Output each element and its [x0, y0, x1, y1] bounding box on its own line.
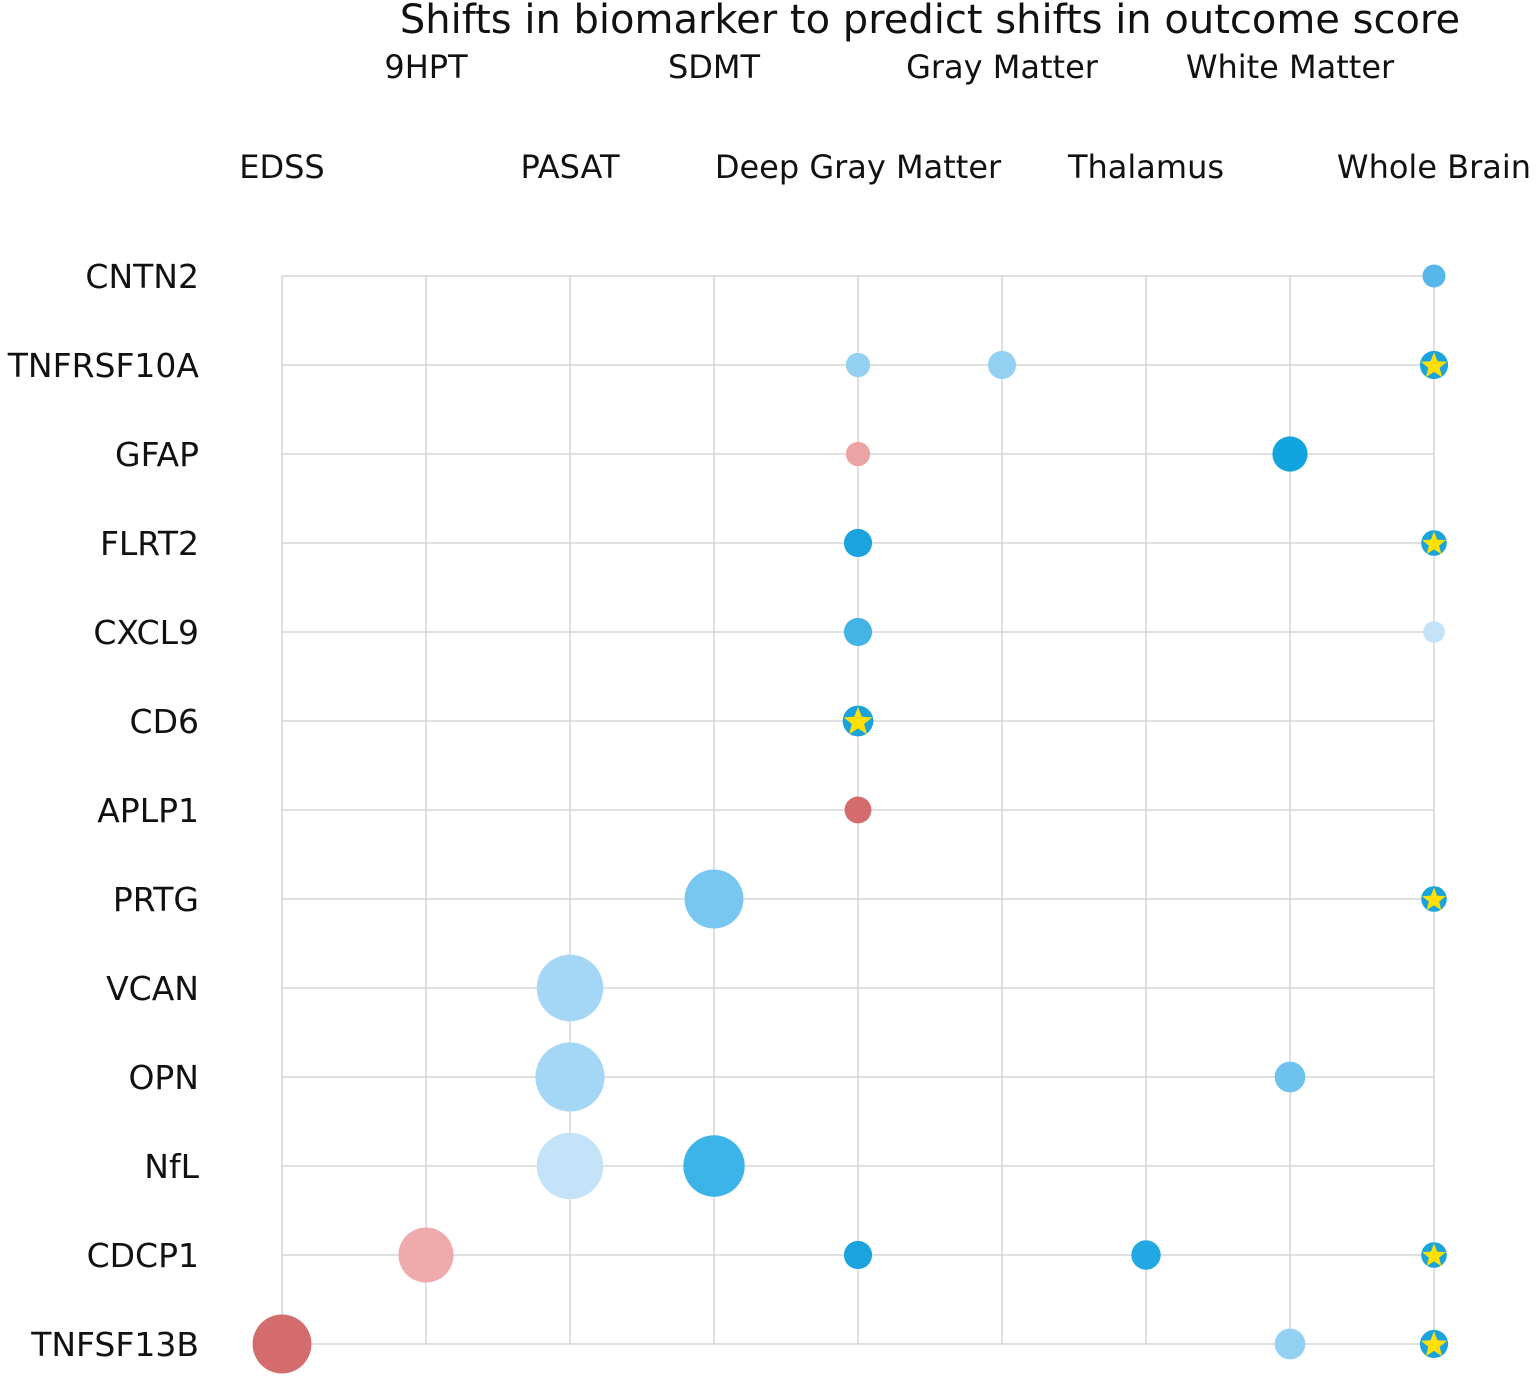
- y-tick-label-tnfrsf10a: TNFRSF10A: [7, 346, 200, 385]
- point-cxcl9-whole-brain: [1423, 621, 1445, 643]
- point-aplp1-deep-gray-matter: [844, 796, 872, 824]
- x-tick-labels: EDSS 9HPT PASAT SDMT Deep Gray Matter Gray Ma…: [239, 48, 1531, 186]
- point-tnfsf13b-edss: [252, 1314, 312, 1374]
- y-tick-label-gfap: GFAP: [115, 435, 199, 474]
- point-cdcp1-thalamus: [1131, 1240, 1161, 1270]
- y-tick-label-cdcp1: CDCP1: [87, 1236, 199, 1275]
- point-tnfrsf10a-gray-matter: [987, 350, 1017, 380]
- x-tick-label-sdmt: SDMT: [668, 48, 761, 86]
- y-tick-label-vcan: VCAN: [106, 969, 199, 1008]
- point-opn-pasat: [535, 1042, 605, 1112]
- point-cxcl9-deep-gray-matter: [843, 617, 873, 647]
- point-nfl-sdmt: [683, 1135, 745, 1197]
- star-marker-prtg-whole-brain: [1422, 887, 1446, 911]
- x-tick-label-gray-matter: Gray Matter: [906, 48, 1099, 86]
- y-tick-label-prtg: PRTG: [113, 880, 199, 919]
- y-tick-label-cxcl9: CXCL9: [93, 613, 199, 652]
- point-opn-white-matter: [1274, 1061, 1306, 1093]
- y-tick-label-nfl: NfL: [144, 1147, 199, 1186]
- chart-title: Shifts in biomarker to predict shifts in…: [400, 0, 1460, 43]
- point-vcan-pasat: [536, 954, 604, 1022]
- y-tick-label-aplp1: APLP1: [97, 791, 199, 830]
- y-tick-label-cd6: CD6: [130, 702, 199, 741]
- star-marker-tnfrsf10a-whole-brain: [1420, 352, 1448, 378]
- point-gfap-deep-gray-matter: [845, 441, 871, 467]
- star-marker-tnfsf13b-whole-brain: [1420, 1331, 1448, 1357]
- x-tick-label-deep-gray-matter: Deep Gray Matter: [715, 148, 1002, 186]
- point-flrt2-deep-gray-matter: [843, 528, 873, 558]
- point-prtg-sdmt: [684, 869, 744, 929]
- point-tnfsf13b-white-matter: [1274, 1328, 1306, 1360]
- point-nfl-pasat: [536, 1132, 604, 1200]
- y-tick-label-cntn2: CNTN2: [85, 257, 199, 296]
- star-marker-cdcp1-whole-brain: [1422, 1243, 1446, 1267]
- y-tick-label-opn: OPN: [128, 1058, 199, 1097]
- point-tnfrsf10a-deep-gray-matter: [845, 352, 871, 378]
- data-points: [252, 264, 1449, 1374]
- y-tick-label-tnfsf13b: TNFSF13B: [30, 1325, 199, 1364]
- point-cdcp1-9hpt: [398, 1227, 454, 1283]
- x-tick-label-whole-brain: Whole Brain: [1337, 148, 1531, 186]
- star-marker-flrt2-whole-brain: [1422, 531, 1446, 555]
- y-tick-labels: CNTN2 TNFRSF10A GFAP FLRT2 CXCL9 CD6 APLP1 PRTG…: [7, 257, 200, 1364]
- point-cntn2-whole-brain: [1422, 264, 1446, 288]
- point-gfap-white-matter: [1272, 436, 1308, 472]
- y-tick-label-flrt2: FLRT2: [100, 524, 199, 563]
- x-tick-label-thalamus: Thalamus: [1067, 148, 1224, 186]
- point-cdcp1-deep-gray-matter: [843, 1240, 873, 1270]
- x-tick-label-edss: EDSS: [239, 148, 324, 186]
- x-tick-label-white-matter: White Matter: [1186, 48, 1395, 86]
- star-marker-cd6-deep-gray-matter: [843, 706, 873, 735]
- x-tick-label-pasat: PASAT: [521, 148, 620, 186]
- x-tick-label-9hpt: 9HPT: [384, 48, 468, 86]
